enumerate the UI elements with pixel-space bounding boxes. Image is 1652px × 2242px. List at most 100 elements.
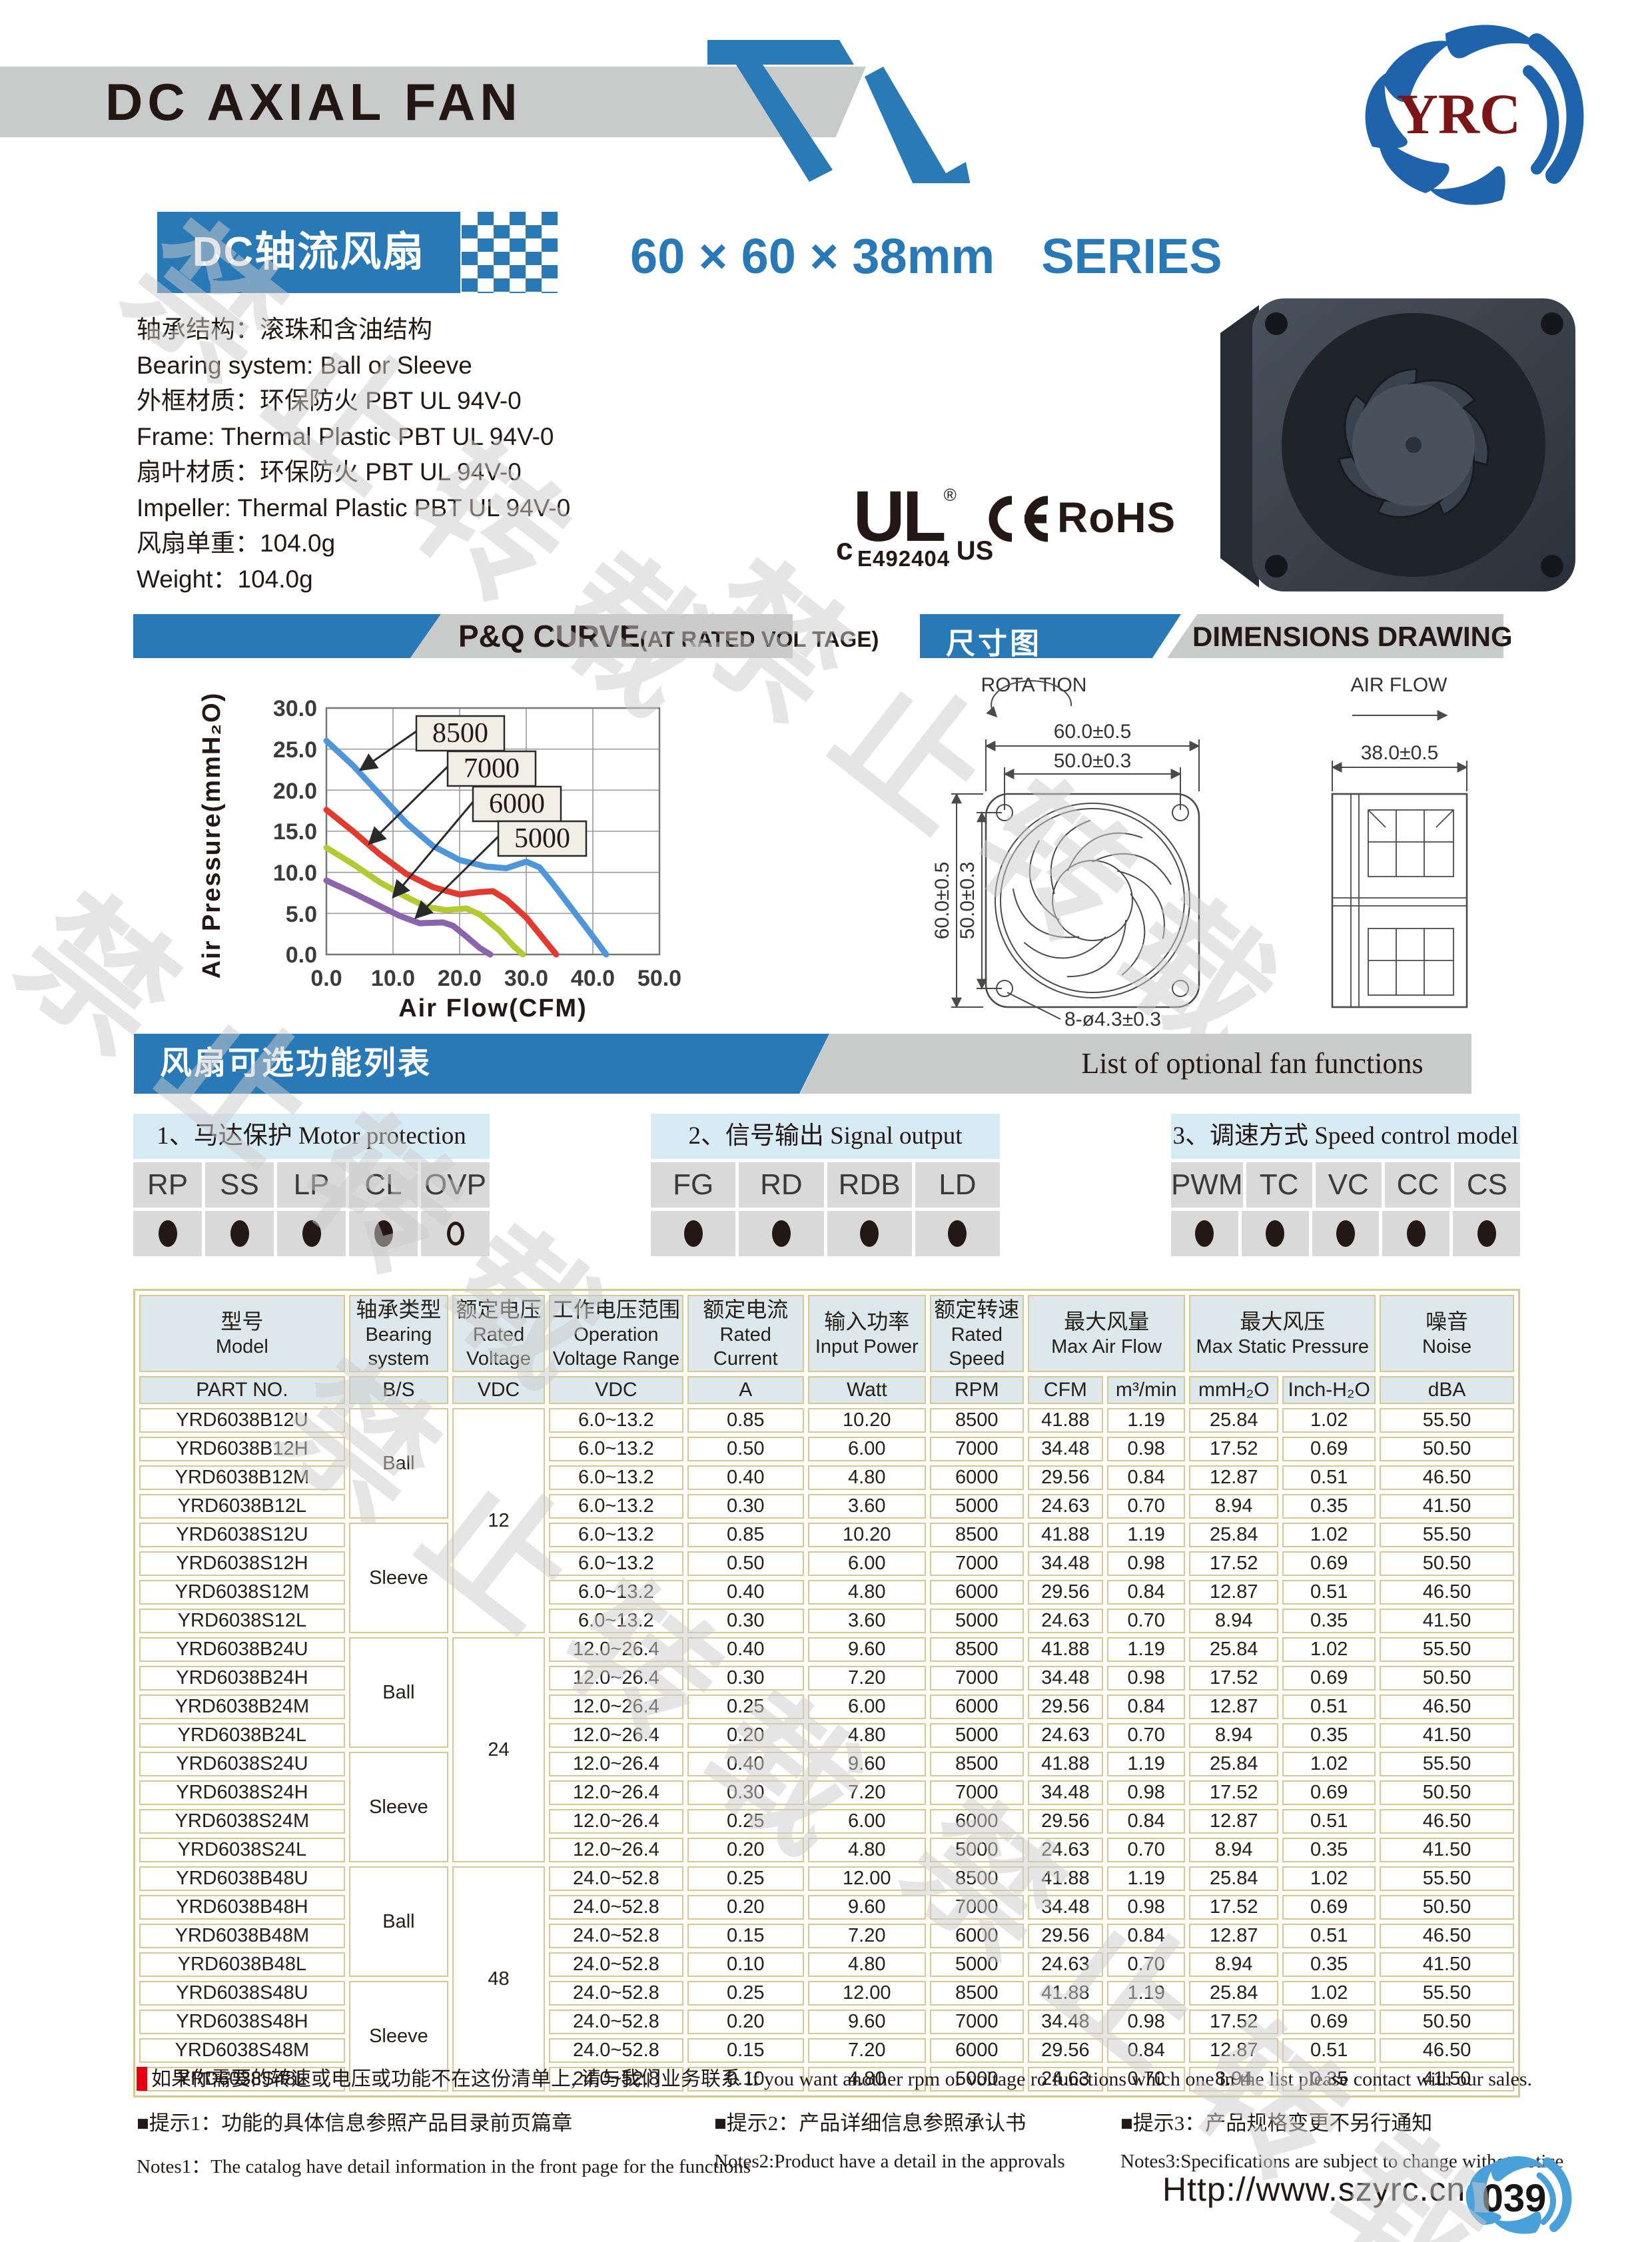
dim-height-pitch: 50.0±0.3 — [957, 862, 979, 940]
cell: 0.70 — [1107, 1952, 1186, 1977]
cell: 6.00 — [807, 1551, 926, 1576]
cell: 4.80 — [807, 1952, 926, 1977]
cell: 12.0~26.4 — [549, 1723, 683, 1748]
cell: 0.25 — [687, 1694, 804, 1719]
ul-mark-icon: cUL® US — [836, 474, 993, 567]
cell: 46.50 — [1380, 1924, 1514, 1948]
cell: 0.10 — [687, 2067, 804, 2091]
function-dot-cell — [1453, 1211, 1520, 1256]
cell: 12.0~26.4 — [549, 1694, 683, 1719]
header-cell: 额定转速 — [934, 1298, 1020, 1321]
cell: 29.56 — [1027, 1809, 1104, 1834]
cell: 0.15 — [687, 1924, 804, 1948]
series-banner: DC轴流风扇 — [157, 212, 460, 293]
impeller-lines — [1002, 813, 1184, 993]
cell: 6.00 — [807, 1809, 926, 1834]
cell: 55.50 — [1380, 1408, 1514, 1433]
cell: 50.50 — [1380, 1666, 1514, 1690]
function-label: LD — [915, 1162, 1000, 1208]
airflow-label: AIR FLOW — [1350, 674, 1447, 696]
function-labels: RP SS LP CL OVP — [133, 1162, 490, 1208]
filled-dot-icon — [1336, 1220, 1355, 1247]
cell: 50.50 — [1380, 1437, 1514, 1461]
function-label: RD — [739, 1162, 824, 1208]
cell: YRD6038B48H — [139, 1895, 345, 1920]
cell: 7000 — [929, 1551, 1024, 1576]
cell: 12.0~26.4 — [549, 1752, 683, 1776]
function-label: SS — [205, 1162, 274, 1208]
cell: 0.51 — [1282, 1465, 1376, 1490]
cell: 17.52 — [1189, 1551, 1279, 1576]
cell: 50.50 — [1380, 2010, 1514, 2034]
cell: 0.69 — [1282, 1666, 1376, 1690]
cell: 0.15 — [687, 2038, 804, 2063]
cell: 55.50 — [1380, 1523, 1514, 1547]
cell: 0.25 — [687, 1809, 804, 1834]
cell: 5000 — [929, 1838, 1024, 1862]
cell: YRD6038S24H — [139, 1780, 345, 1805]
cell: 24 — [452, 1637, 545, 1862]
cell: 41.50 — [1380, 1609, 1514, 1633]
function-dot-cell — [739, 1211, 824, 1256]
cell: 24.0~52.8 — [549, 1895, 683, 1920]
cell: 10.20 — [807, 1523, 926, 1547]
cell: 48 — [452, 1866, 545, 2091]
fan-photo — [1220, 298, 1575, 591]
table-row: YRD6038B24U Ball 24 12.0~26.4 0.40 9.60 8500 41… — [139, 1637, 1514, 1862]
footnote-cn: ■提示2：产品详细信息参照承认书 — [714, 2111, 1027, 2135]
cell: 1.19 — [1107, 1637, 1186, 1662]
cell: Sleeve — [348, 1752, 449, 1862]
cell: 7000 — [929, 1666, 1024, 1690]
cell: YRD6038B24M — [139, 1694, 345, 1719]
cell: 41.88 — [1027, 1523, 1104, 1547]
cell: 0.84 — [1107, 1694, 1186, 1719]
function-group-title: 2、信号输出 Signal output — [651, 1114, 1000, 1159]
filled-dot-icon — [1266, 1220, 1285, 1247]
cell: 7.20 — [807, 1666, 926, 1690]
cell: YRD6038B48M — [139, 1924, 345, 1948]
cell: 17.52 — [1189, 1780, 1279, 1805]
table-row: YRD6038S12L 6.0~13.2 0.30 3.60 5000 24.63 0.70… — [139, 1609, 1514, 1633]
y-tick: 10.0 — [273, 861, 317, 886]
cell: 0.69 — [1282, 1551, 1376, 1576]
series-dimensions: 60 × 60 × 38mm — [630, 228, 995, 284]
cell: YRD6038S48U — [139, 1981, 345, 2006]
filled-dot-icon — [1195, 1220, 1214, 1247]
cell: 8500 — [929, 1981, 1024, 2006]
function-label: LP — [277, 1162, 346, 1208]
cell: YRD6038B12U — [139, 1408, 345, 1433]
curve-label: 5000 — [514, 823, 570, 854]
unit-cell: dBA — [1380, 1376, 1514, 1404]
spec-line: Weight：104.0g — [137, 565, 313, 593]
series-size: 60 × 60 × 38mm SERIES — [630, 228, 1222, 284]
banner-chevron-icon — [707, 40, 971, 183]
cell: 0.20 — [687, 2010, 804, 2034]
cell: 24.63 — [1027, 1609, 1104, 1633]
cell: 8.94 — [1189, 2067, 1279, 2091]
curve-5000 — [323, 877, 494, 958]
cell: 25.84 — [1189, 1752, 1279, 1776]
ce-mark-icon — [989, 496, 1048, 542]
cell: 46.50 — [1380, 1465, 1514, 1490]
cell: 7000 — [929, 1780, 1024, 1805]
cell: 41.50 — [1380, 2067, 1514, 2091]
table-row: YRD6038B48U Ball 48 24.0~52.8 0.25 12.00 8500 4… — [139, 1866, 1514, 2091]
footnote-cn: ■提示1：功能的具体信息参照产品目录前页篇章 — [137, 2111, 573, 2135]
ul-reg: ® — [943, 485, 957, 505]
cell: 6.0~13.2 — [549, 1465, 683, 1490]
header-cell: Rated Voltage — [466, 1324, 531, 1369]
function-dot-cell — [1241, 1211, 1309, 1256]
functions-banner-cn: 风扇可选功能列表 — [160, 1046, 432, 1081]
cell: Sleeve — [348, 1523, 449, 1633]
table-header-row: 型号 Model 轴承类型 Bearing system 额定电压 Rated Vol… — [139, 1295, 1514, 1372]
pq-header-bar — [133, 614, 441, 658]
cell: 1.02 — [1282, 1637, 1376, 1662]
cell: Ball — [348, 1637, 449, 1748]
cell: 8500 — [929, 1408, 1024, 1433]
table-row: YRD6038S24H 12.0~26.4 0.30 7.20 7000 34.48 0.9… — [139, 1780, 1514, 1805]
function-group-title: 1、马达保护 Motor protection — [133, 1114, 490, 1159]
cell: 1.02 — [1282, 1981, 1376, 2006]
cell: 41.50 — [1380, 1494, 1514, 1519]
table-row: YRD6038B24L 12.0~26.4 0.20 4.80 5000 24.63 0.7… — [139, 1723, 1514, 1748]
header-cell: Max Air Flow — [1051, 1336, 1162, 1357]
